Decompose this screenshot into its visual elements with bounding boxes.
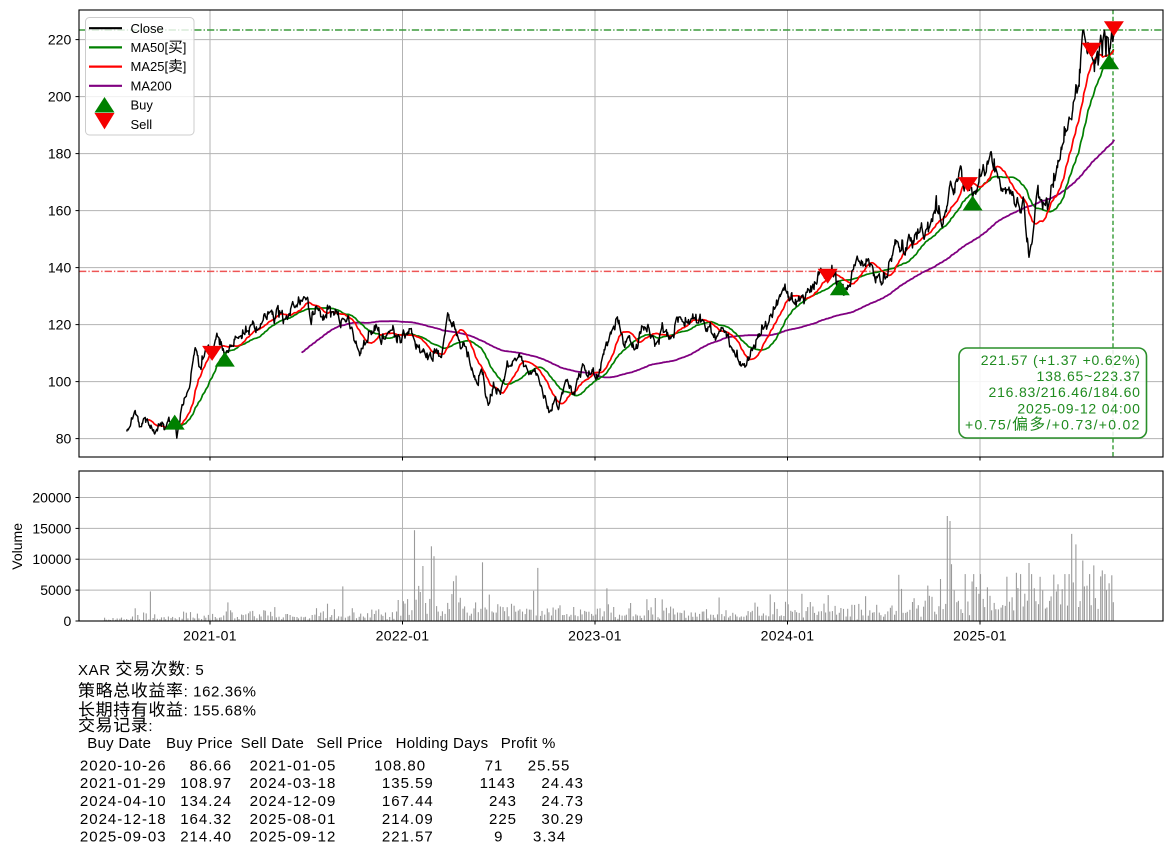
svg-text:2024-04-10: 2024-04-10 — [80, 793, 167, 810]
svg-text:]: ] — [183, 59, 187, 74]
svg-text:2024-01: 2024-01 — [761, 628, 815, 644]
svg-text:2021-01-29: 2021-01-29 — [80, 775, 167, 792]
svg-text:]: ] — [183, 40, 187, 55]
svg-text:: 155.68%: : 155.68% — [184, 703, 257, 720]
svg-text:80: 80 — [56, 431, 72, 447]
svg-text:138.65~223.37: 138.65~223.37 — [1037, 368, 1141, 384]
svg-text:Volume: Volume — [9, 523, 25, 570]
svg-text:1143: 1143 — [480, 775, 516, 792]
svg-text:Sell: Sell — [131, 117, 153, 132]
svg-text:MA50[: MA50[ — [131, 40, 169, 55]
svg-text:9: 9 — [494, 829, 503, 846]
svg-text:24.73: 24.73 — [541, 793, 584, 810]
svg-text:214.09: 214.09 — [382, 811, 434, 828]
svg-text:: 162.36%: : 162.36% — [184, 683, 257, 700]
svg-text:10000: 10000 — [32, 551, 71, 567]
svg-text:2020-10-26: 2020-10-26 — [80, 757, 167, 774]
svg-text:2024-12-09: 2024-12-09 — [250, 793, 337, 810]
svg-text:2023-01: 2023-01 — [568, 628, 622, 644]
svg-text:216.83/216.46/184.60: 216.83/216.46/184.60 — [989, 384, 1141, 400]
svg-text:25.55: 25.55 — [528, 757, 571, 774]
svg-text:2025-09-12 04:00: 2025-09-12 04:00 — [1017, 400, 1140, 416]
svg-text:5000: 5000 — [40, 582, 71, 598]
svg-text:+0.75/: +0.75/ — [965, 417, 1012, 433]
svg-text:Sell Price: Sell Price — [316, 735, 382, 752]
svg-text:15000: 15000 — [32, 520, 71, 536]
svg-text:71: 71 — [485, 757, 504, 774]
svg-text:2025-08-01: 2025-08-01 — [250, 811, 337, 828]
svg-text:214.40: 214.40 — [180, 829, 232, 846]
svg-text:200: 200 — [48, 89, 72, 105]
svg-text:2025-09-12: 2025-09-12 — [250, 829, 337, 846]
svg-text::: : — [148, 718, 153, 735]
svg-text:Buy Price: Buy Price — [166, 735, 233, 752]
svg-text:3.34: 3.34 — [533, 829, 566, 846]
svg-text:2024-03-18: 2024-03-18 — [250, 775, 337, 792]
svg-text:: 5: : 5 — [186, 662, 204, 679]
svg-text:135.59: 135.59 — [382, 775, 434, 792]
svg-text:Close: Close — [131, 21, 164, 36]
svg-text:Buy Date: Buy Date — [87, 735, 151, 752]
svg-text:140: 140 — [48, 260, 72, 276]
svg-text:Holding Days: Holding Days — [396, 735, 489, 752]
svg-text:221.57: 221.57 — [382, 829, 434, 846]
svg-text:108.97: 108.97 — [180, 775, 232, 792]
svg-text:XAR: XAR — [78, 662, 111, 679]
svg-text:2022-01: 2022-01 — [376, 628, 430, 644]
svg-text:2025-09-03: 2025-09-03 — [80, 829, 167, 846]
svg-text:2021-01-05: 2021-01-05 — [250, 757, 337, 774]
svg-text:0: 0 — [64, 613, 72, 629]
svg-text:Buy: Buy — [131, 98, 154, 113]
svg-text:134.24: 134.24 — [180, 793, 232, 810]
svg-text:30.29: 30.29 — [541, 811, 584, 828]
svg-text:Sell Date: Sell Date — [241, 735, 305, 752]
svg-text:2025-01: 2025-01 — [953, 628, 1007, 644]
svg-text:100: 100 — [48, 374, 72, 390]
svg-text:/+0.73/+0.02: /+0.73/+0.02 — [1047, 417, 1141, 433]
svg-text:225: 225 — [489, 811, 517, 828]
svg-text:MA25[: MA25[ — [131, 59, 169, 74]
svg-text:2024-12-18: 2024-12-18 — [80, 811, 167, 828]
svg-text:24.43: 24.43 — [541, 775, 584, 792]
svg-text:120: 120 — [48, 317, 72, 333]
svg-text:180: 180 — [48, 146, 72, 162]
svg-text:MA200: MA200 — [131, 78, 172, 93]
svg-text:164.32: 164.32 — [180, 811, 232, 828]
svg-text:108.80: 108.80 — [374, 757, 426, 774]
svg-text:86.66: 86.66 — [190, 757, 233, 774]
svg-text:20000: 20000 — [32, 490, 71, 506]
svg-text:243: 243 — [489, 793, 517, 810]
svg-text:160: 160 — [48, 203, 72, 219]
svg-text:2021-01: 2021-01 — [183, 628, 237, 644]
svg-text:Profit %: Profit % — [501, 735, 556, 752]
svg-text:221.57 (+1.37 +0.62%): 221.57 (+1.37 +0.62%) — [981, 352, 1141, 368]
svg-text:220: 220 — [48, 32, 72, 48]
svg-text:167.44: 167.44 — [382, 793, 434, 810]
